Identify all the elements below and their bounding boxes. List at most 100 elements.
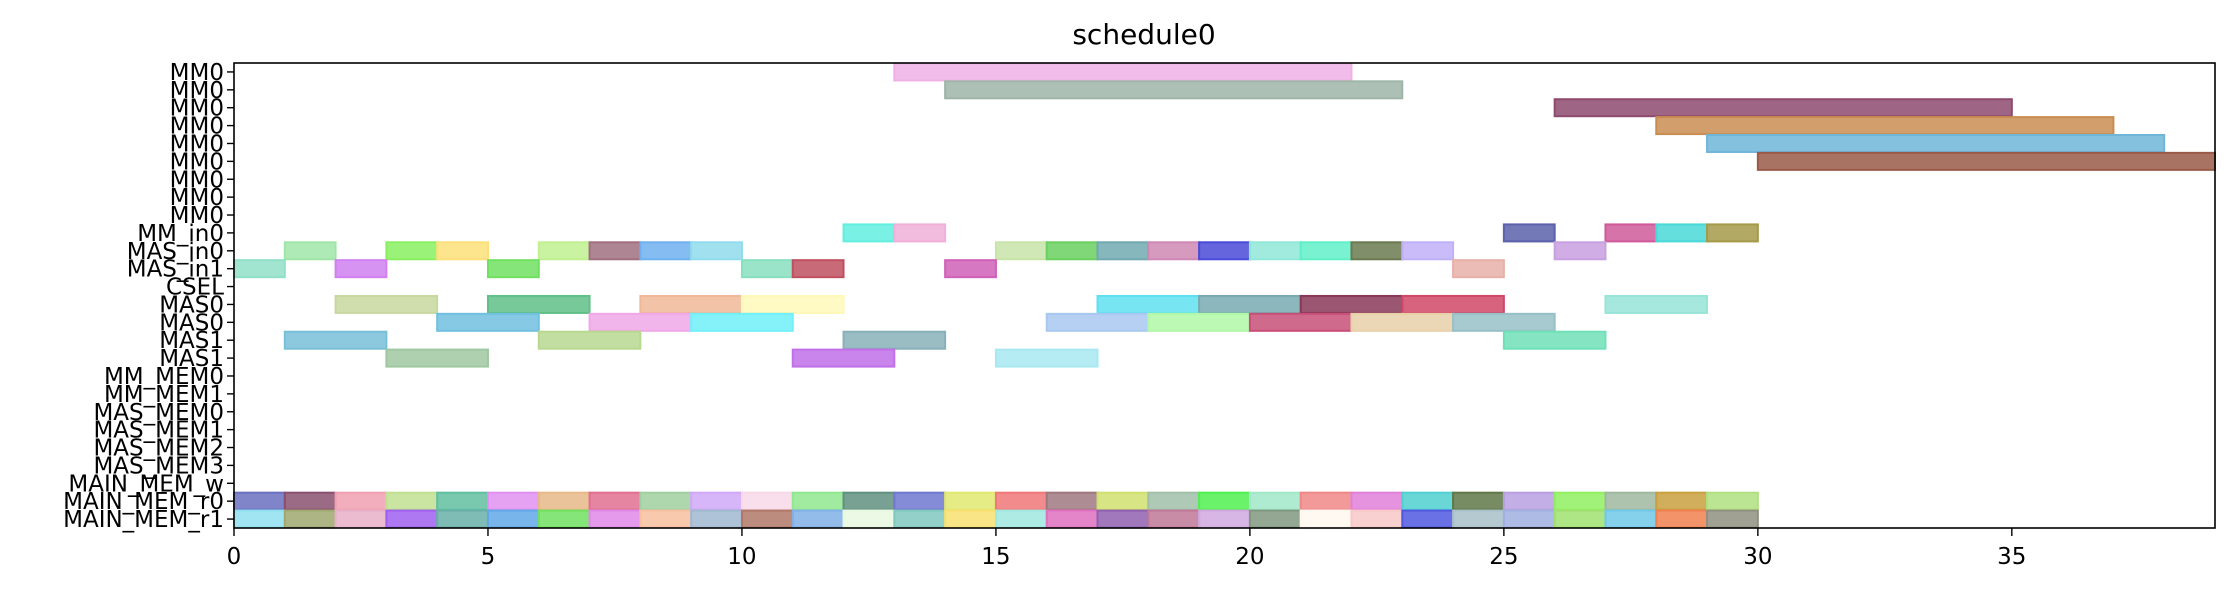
y-tick-label: MAIN_MEM_r0: [63, 489, 224, 515]
y-tick-label: MM0: [170, 149, 224, 175]
task-bar: [1655, 491, 1709, 511]
y-axis: MM0MM0MM0MM0MM0MM0MM0MM0MM0MM_in0MAS_in0…: [63, 60, 234, 533]
task-bar: [1299, 509, 1353, 529]
task-bar: [1604, 294, 1709, 314]
task-bar: [1350, 312, 1455, 332]
x-tick-label: 20: [1235, 544, 1264, 570]
task-bar: [1147, 241, 1201, 261]
task-bar: [1553, 98, 2013, 118]
task-bar: [944, 491, 997, 511]
task-bar: [1604, 491, 1658, 511]
task-bar: [893, 223, 947, 243]
task-bar: [1248, 509, 1302, 529]
task-bar: [1248, 491, 1302, 511]
task-bar: [1299, 241, 1353, 261]
task-bar: [385, 491, 439, 511]
y-tick-label: MM0: [170, 60, 224, 86]
task-bar: [588, 491, 642, 511]
task-bars: [233, 62, 2217, 529]
y-tick-label: MM0: [170, 203, 224, 229]
y-tick-label: MAIN_MEM_r1: [63, 507, 224, 533]
task-bar: [944, 509, 997, 529]
y-tick-label: MAIN_MEM_w: [68, 471, 224, 497]
y-tick-label: MM0: [170, 96, 224, 122]
task-bar: [893, 509, 947, 529]
task-bar: [1604, 509, 1658, 529]
task-bar: [1655, 116, 2115, 136]
task-bar: [944, 259, 997, 279]
task-bar: [1756, 151, 2217, 171]
task-bar: [639, 294, 743, 314]
y-tick-label: MAS1: [159, 328, 224, 354]
task-bar: [283, 330, 388, 350]
task-bar: [537, 330, 642, 350]
task-bar: [486, 491, 540, 511]
task-bar: [1299, 294, 1404, 314]
y-tick-label: MM_in0: [137, 221, 224, 247]
task-bar: [1350, 491, 1404, 511]
task-bar: [1452, 312, 1556, 332]
task-bar: [1502, 491, 1556, 511]
task-bar: [740, 259, 794, 279]
task-bar: [233, 491, 286, 511]
task-bar: [1706, 509, 1759, 529]
chart-title: schedule0: [1072, 18, 1215, 51]
task-bar: [1147, 312, 1251, 332]
task-bar: [1045, 491, 1099, 511]
task-bar: [994, 509, 1048, 529]
task-bar: [233, 509, 286, 529]
task-bar: [893, 62, 1353, 82]
y-tick-label: MM0: [170, 185, 224, 211]
task-bar: [1350, 509, 1404, 529]
task-bar: [791, 509, 845, 529]
task-bar: [1299, 491, 1353, 511]
task-bar: [486, 259, 540, 279]
y-tick-label: MAS0: [159, 310, 224, 336]
task-bar: [1655, 509, 1709, 529]
y-tick-label: MAS0: [159, 292, 224, 318]
task-bar: [944, 80, 1404, 100]
y-tick-label: MAS_MEM2: [93, 436, 224, 462]
task-bar: [1401, 509, 1455, 529]
y-tick-label: MM0: [170, 167, 224, 193]
task-bar: [1350, 241, 1404, 261]
task-bar: [486, 509, 540, 529]
y-tick-label: MAS_MEM0: [93, 400, 224, 426]
task-bar: [486, 294, 591, 314]
task-bar: [436, 312, 540, 332]
y-tick-label: MAS_MEM1: [93, 418, 224, 444]
task-bar: [791, 259, 845, 279]
task-bar: [385, 241, 439, 261]
task-bar: [994, 491, 1048, 511]
task-bar: [1045, 312, 1150, 332]
x-tick-label: 10: [727, 544, 756, 570]
task-bar: [283, 491, 337, 511]
task-bar: [436, 491, 489, 511]
x-tick-label: 0: [227, 544, 242, 570]
task-bar: [588, 509, 642, 529]
y-tick-label: CSEL: [166, 275, 224, 301]
task-bar: [1502, 223, 1556, 243]
y-tick-label: MAS_in0: [127, 239, 224, 265]
task-bar: [1198, 509, 1251, 529]
task-bar: [1553, 241, 1607, 261]
task-bar: [1198, 491, 1251, 511]
task-bar: [334, 509, 388, 529]
task-bar: [334, 294, 439, 314]
task-bar: [588, 241, 642, 261]
y-tick-label: MM0: [170, 78, 224, 104]
y-tick-label: MM0: [170, 131, 224, 157]
task-bar: [1096, 491, 1150, 511]
task-bar: [639, 241, 693, 261]
task-bar: [1198, 241, 1251, 261]
task-bar: [1401, 294, 1505, 314]
task-bar: [1096, 241, 1150, 261]
task-bar: [1147, 509, 1201, 529]
task-bar: [283, 509, 337, 529]
task-bar: [1553, 509, 1607, 529]
task-bar: [1452, 491, 1505, 511]
task-bar: [1706, 491, 1759, 511]
y-tick-label: MAS_in1: [127, 257, 224, 283]
task-bar: [1706, 223, 1759, 243]
task-bar: [1096, 294, 1201, 314]
